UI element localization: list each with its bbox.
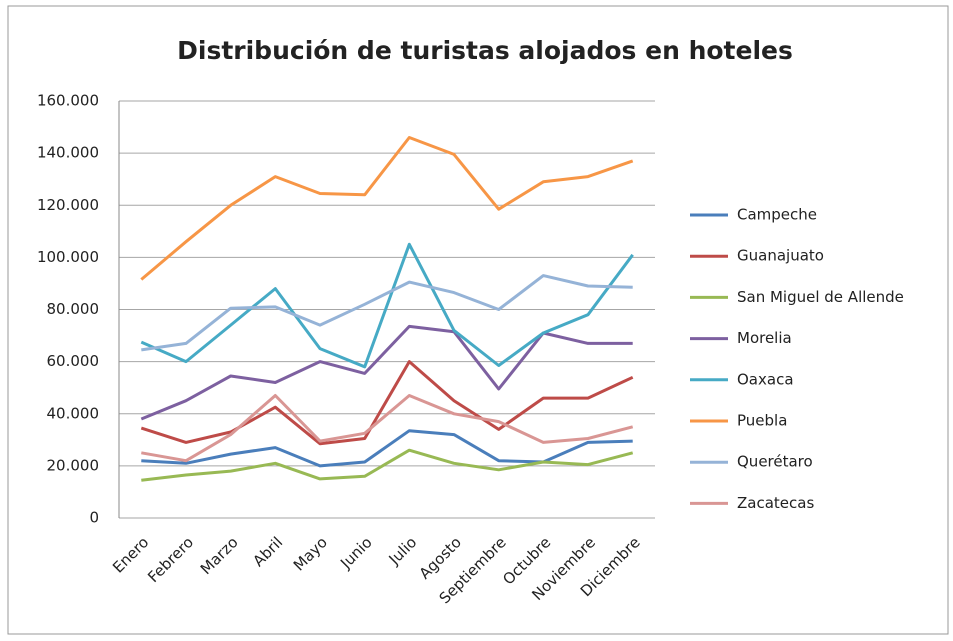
legend-label: Morelia — [737, 329, 792, 347]
series-line — [140, 360, 634, 446]
legend-label: Puebla — [737, 412, 787, 430]
legend-label: Oaxaca — [737, 370, 794, 388]
series-line — [140, 136, 634, 281]
y-tick-label: 0 — [89, 509, 99, 527]
series-line — [141, 429, 633, 468]
y-tick-label: 100.000 — [37, 248, 99, 266]
y-tick-label: 140.000 — [37, 144, 99, 162]
y-tick-label: 120.000 — [37, 196, 99, 214]
y-tick-label: 60.000 — [47, 352, 100, 370]
legend-label: Zacatecas — [737, 494, 814, 512]
series-line — [141, 394, 634, 463]
y-tick-label: 20.000 — [47, 456, 100, 474]
y-tick-label: 160.000 — [37, 92, 99, 110]
series-line — [140, 324, 633, 421]
chart-frame — [7, 5, 949, 635]
series-line — [141, 448, 634, 482]
series-line — [140, 242, 634, 369]
chart-title: Distribución de turistas alojados en hot… — [177, 36, 793, 65]
y-tick-label: 80.000 — [47, 300, 100, 318]
y-tick-label: 40.000 — [47, 404, 100, 422]
series-line — [141, 274, 633, 352]
legend-label: Querétaro — [737, 453, 813, 471]
legend-label: Campeche — [737, 206, 817, 224]
legend-label: Guanajuato — [737, 247, 824, 265]
legend-label: San Miguel de Allende — [737, 288, 904, 306]
